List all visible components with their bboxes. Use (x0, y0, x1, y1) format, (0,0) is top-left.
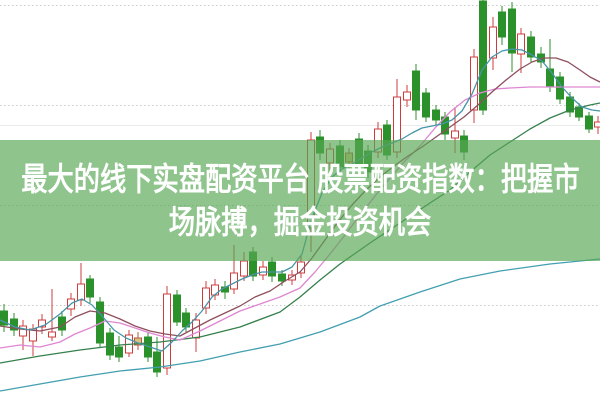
ma-longest-cyan (0, 258, 600, 392)
candle-body (48, 331, 56, 338)
candle-body (403, 91, 411, 101)
candle-body (422, 92, 430, 118)
candle-body (240, 260, 248, 277)
candle-body (594, 121, 600, 128)
candle-body (0, 310, 8, 326)
candle-body (19, 325, 27, 337)
candle-body (432, 109, 440, 121)
candle-body (77, 283, 85, 301)
candle-body (163, 293, 171, 369)
candle-body (412, 70, 420, 111)
candle-body (211, 284, 219, 296)
candle-body (566, 96, 574, 113)
candle-body (489, 26, 497, 59)
candle-body (106, 332, 114, 356)
candle-body (517, 33, 525, 55)
candle-body (153, 351, 161, 373)
candle-body (38, 319, 46, 328)
title-banner: 最大的线下实盘配资平台 股票配资指数：把握市 场脉搏，掘金投资机会 (0, 140, 600, 261)
banner-title-line1: 最大的线下实盘配资平台 股票配资指数：把握市 (20, 160, 580, 197)
candle-body (585, 115, 593, 130)
candle-body (259, 266, 267, 276)
candle-body (278, 273, 286, 282)
candle-body (96, 301, 104, 344)
candle-body (575, 106, 583, 118)
candle-body (115, 346, 123, 358)
candle-body (173, 294, 181, 323)
candle-body (546, 68, 554, 88)
candle-body (268, 261, 276, 277)
candle-body (202, 287, 210, 309)
candle-body (498, 11, 506, 38)
candle-body (470, 56, 478, 111)
candle-body (527, 36, 535, 58)
candle-body (86, 278, 94, 298)
banner-title-line2: 场脉搏，掘金投资机会 (168, 203, 432, 240)
candle-body (508, 8, 516, 54)
candle-body (230, 272, 238, 290)
candle-body (479, 0, 487, 111)
candle-body (451, 130, 459, 139)
